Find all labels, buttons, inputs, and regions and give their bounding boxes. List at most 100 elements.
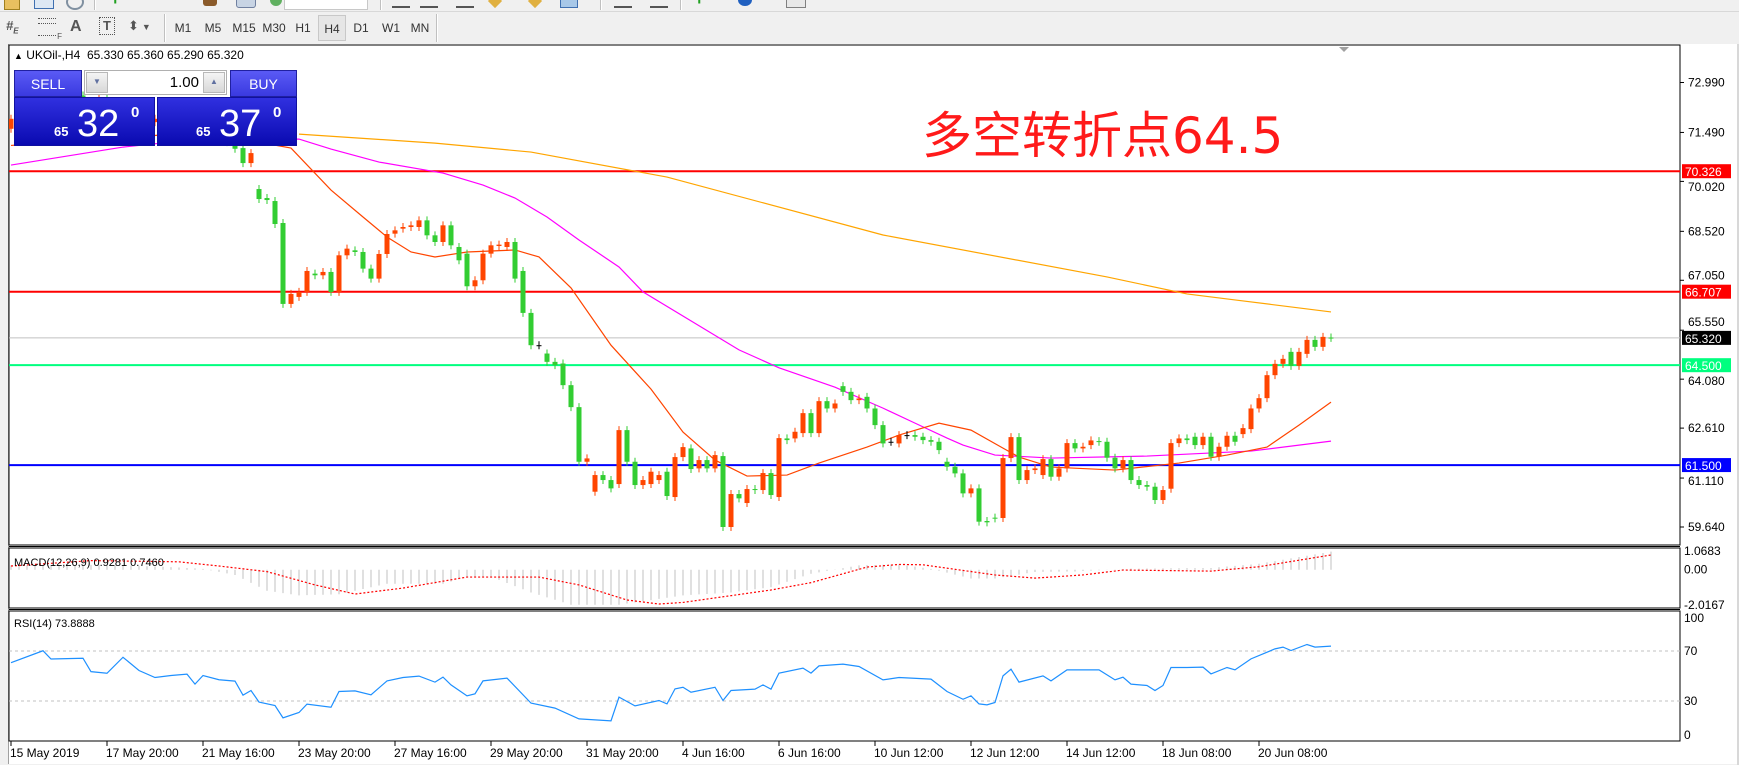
chart-window-icon[interactable]: [34, 0, 54, 9]
candle-body: [592, 475, 598, 492]
candle-body: [1104, 441, 1110, 458]
templates-icon[interactable]: [560, 0, 578, 8]
candle-body: [664, 471, 670, 497]
candle-body: [808, 413, 814, 434]
candle-body: [1072, 443, 1078, 449]
time-tick-label: 23 May 20:00: [298, 746, 371, 760]
candle-body: [392, 230, 398, 234]
candle-body: [1216, 446, 1222, 457]
text-label-icon[interactable]: T: [99, 17, 115, 35]
lot-decrease-button[interactable]: ▼: [86, 72, 108, 93]
rsi-tick-label: 30: [1684, 694, 1698, 708]
price-tick-label: 62.610: [1688, 421, 1725, 435]
autotrading-icon[interactable]: [236, 0, 256, 8]
candle-body: [1304, 339, 1310, 354]
indicator-list-icon[interactable]: #E: [6, 18, 19, 36]
line-chart-icon[interactable]: [456, 0, 474, 8]
autotrading-field[interactable]: [284, 0, 368, 10]
price-tick-label: 61.110: [1688, 474, 1724, 488]
candle-chart-icon[interactable]: [420, 0, 438, 8]
candle-body: [784, 438, 790, 441]
fibonacci-icon[interactable]: F: [38, 18, 62, 41]
candle-body: [1296, 351, 1302, 366]
price-tick-label: 68.520: [1688, 224, 1725, 238]
expert-icon[interactable]: [203, 0, 217, 6]
buy-price-box[interactable]: 65 37 0: [157, 97, 297, 146]
candle-body: [480, 253, 486, 281]
candle-body: [840, 386, 846, 392]
candle-body: [384, 233, 390, 254]
candle-body: [1320, 336, 1326, 347]
sell-button[interactable]: SELL: [14, 70, 82, 97]
text-icon[interactable]: A: [70, 18, 82, 35]
candle-body: [768, 473, 774, 496]
timeframe-h1[interactable]: H1: [295, 21, 311, 35]
candle-body: [464, 253, 470, 287]
timeframe-h4[interactable]: H4: [318, 15, 346, 41]
candle-body: [616, 430, 622, 485]
candle-body: [264, 198, 270, 201]
timeframe-m5[interactable]: M5: [204, 21, 222, 35]
collapse-triangle-icon[interactable]: ▲: [14, 51, 23, 61]
periods-icon[interactable]: [738, 0, 752, 6]
rsi-tick-label: 100: [1684, 611, 1704, 625]
candle-body: [560, 363, 566, 386]
rsi-tick-label: 0: [1684, 728, 1691, 742]
line-studies-toolbar: #E F A T ⬍ ▼ M1 M5 M15 M30 H1 H4 D1 W1 MN: [0, 12, 1739, 44]
ma-mid-line: [10, 138, 1332, 459]
arrows-dropdown-icon[interactable]: ⬍ ▼: [128, 18, 151, 33]
candle-body: [928, 440, 934, 442]
bar-chart-icon[interactable]: [392, 0, 410, 8]
time-tick-label: 21 May 16:00: [202, 746, 275, 760]
candle-body: [248, 153, 254, 164]
candle-body: [672, 457, 678, 498]
macd-tick-label: 1.0683: [1684, 544, 1721, 558]
lot-size-input[interactable]: [109, 72, 201, 93]
candle-body: [872, 408, 878, 426]
timeframe-m15[interactable]: M15: [232, 21, 256, 35]
candle-body: [1224, 435, 1230, 447]
sell-price-fraction: 0: [131, 104, 140, 121]
candle-body: [1096, 441, 1102, 443]
candle-body: [936, 441, 942, 451]
lot-increase-button[interactable]: ▲: [203, 72, 225, 93]
macd-signal-line: [10, 554, 1332, 605]
zoom-icon[interactable]: [66, 0, 84, 10]
candle-body: [1112, 457, 1118, 469]
zoom-in-icon[interactable]: [614, 0, 632, 8]
chart-shift-marker-icon[interactable]: [1339, 47, 1349, 52]
macd-pane: [10, 551, 1332, 605]
level-price-tag: [1682, 284, 1731, 299]
candle-body: [952, 466, 958, 474]
candle-body: [1144, 485, 1150, 487]
rsi-line: [10, 643, 1332, 722]
time-tick-label: 17 May 20:00: [106, 746, 179, 760]
template-icon[interactable]: [786, 0, 806, 8]
candle-body: [448, 225, 454, 246]
buy-button[interactable]: BUY: [230, 70, 297, 97]
candle-body: [360, 251, 366, 269]
candle-body: [320, 271, 326, 276]
timeframe-d1[interactable]: D1: [353, 21, 369, 35]
price-tick-label: 67.050: [1688, 269, 1725, 283]
candle-body: [352, 250, 358, 252]
sell-price-box[interactable]: 65 32 0: [14, 97, 155, 146]
candle-body: [376, 253, 382, 279]
profiles-icon[interactable]: [4, 0, 20, 10]
candle-body: [744, 489, 750, 504]
toolbar-separator: [436, 14, 438, 42]
current-price-label: 65.320: [1685, 332, 1722, 346]
timeframe-mn[interactable]: MN: [410, 21, 430, 35]
timeframe-m1[interactable]: M1: [174, 21, 192, 35]
candle-body: [304, 270, 310, 292]
candle-body: [1240, 428, 1246, 435]
indicators-add-icon[interactable]: +: [694, 0, 710, 8]
timeframe-m30[interactable]: M30: [262, 21, 286, 35]
new-order-icon[interactable]: +: [110, 0, 126, 8]
candle-body: [608, 480, 614, 489]
candle-body: [704, 460, 710, 469]
zoom-out-icon[interactable]: [650, 0, 668, 8]
refresh-icon[interactable]: [270, 0, 282, 6]
timeframe-w1[interactable]: W1: [382, 21, 400, 35]
